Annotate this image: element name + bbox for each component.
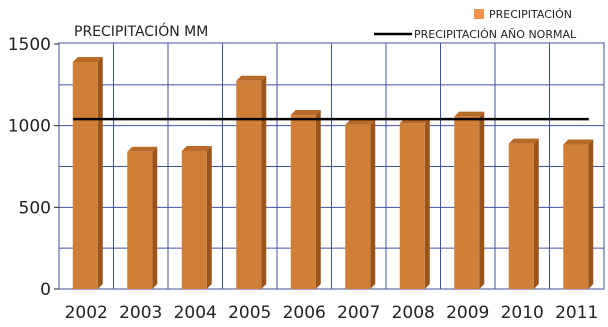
y-axis-ticks: 0 500 1000 1500	[8, 35, 59, 300]
y-tick-label: 1500	[8, 35, 51, 55]
x-tick-label: 2005	[228, 303, 271, 323]
bar-top	[345, 119, 376, 125]
bar-side	[479, 111, 485, 289]
legend-label-precipitation: PRECIPITACIÓN	[489, 8, 572, 21]
legend-swatch-precipitation	[474, 9, 484, 19]
bar-top	[454, 111, 485, 117]
x-tick-label: 2002	[65, 303, 108, 323]
bar-front	[236, 80, 262, 289]
bar-front	[290, 115, 316, 289]
x-axis-ticks: 2002 2003 2004 2005 2006 2007 2008 2009 2010 2011	[65, 303, 599, 323]
bar-2002	[72, 56, 103, 289]
bar-side	[424, 118, 430, 289]
bar-side	[206, 145, 212, 289]
bar-front	[345, 124, 371, 289]
x-tick-label: 2007	[337, 303, 380, 323]
bar-side	[370, 119, 376, 289]
bar-side	[97, 56, 103, 289]
bar-top	[290, 110, 321, 116]
bar-front	[399, 123, 425, 289]
bar-top	[508, 138, 539, 144]
bar-top	[236, 75, 267, 81]
legend: PRECIPITACIÓN PRECIPITACIÓN AÑO NORMAL	[374, 8, 577, 41]
bar-2008	[399, 118, 430, 289]
bar-2005	[236, 75, 267, 289]
bar-side	[315, 110, 321, 289]
bar-2010	[508, 138, 539, 289]
y-axis-label: PRECIPITACIÓN MM	[74, 22, 208, 40]
bar-2006	[290, 110, 321, 289]
bar-2003	[127, 146, 158, 289]
bar-side	[588, 139, 594, 289]
bar-front	[563, 144, 589, 289]
bar-side	[152, 146, 158, 289]
bar-top	[127, 146, 158, 152]
bar-2007	[345, 119, 376, 289]
x-tick-label: 2009	[446, 303, 489, 323]
bar-2004	[181, 145, 212, 289]
bar-top	[563, 139, 594, 145]
bar-2011	[563, 139, 594, 289]
bar-front	[127, 151, 153, 289]
y-tick-label: 1000	[8, 117, 51, 137]
bar-front	[72, 61, 98, 289]
x-tick-label: 2006	[283, 303, 326, 323]
bars	[72, 56, 594, 289]
bar-top	[181, 145, 212, 151]
x-tick-label: 2010	[501, 303, 544, 323]
y-tick-label: 0	[40, 280, 51, 300]
x-tick-label: 2011	[555, 303, 598, 323]
x-tick-label: 2003	[119, 303, 162, 323]
bar-top	[72, 56, 103, 62]
bar-2009	[454, 111, 485, 289]
bar-front	[181, 150, 207, 289]
x-tick-label: 2004	[174, 303, 217, 323]
bar-front	[454, 116, 480, 289]
y-tick-label: 500	[19, 198, 51, 218]
bar-side	[533, 138, 539, 289]
bar-side	[261, 75, 267, 289]
x-tick-label: 2008	[392, 303, 435, 323]
legend-label-normal: PRECIPITACIÓN AÑO NORMAL	[414, 28, 577, 41]
bar-front	[508, 143, 534, 289]
